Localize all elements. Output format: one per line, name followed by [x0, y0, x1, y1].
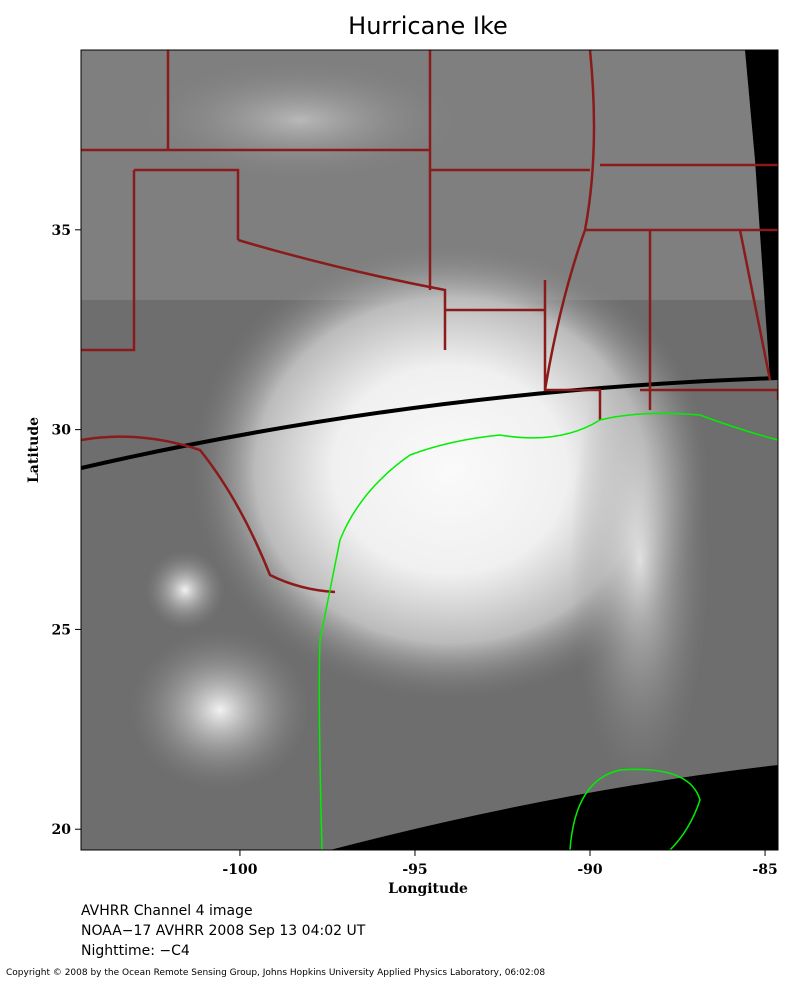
map-frame: [80, 49, 779, 851]
x-tick-label: -95: [402, 862, 427, 878]
x-tick-label: -85: [752, 862, 777, 878]
y-axis-label: Latitude: [26, 417, 42, 483]
caption-line: NOAA−17 AVHRR 2008 Sep 13 04:02 UT: [81, 923, 366, 939]
satellite-image: [81, 50, 778, 850]
y-tick-label: 35: [52, 223, 71, 239]
caption-line: AVHRR Channel 4 image: [81, 903, 253, 919]
y-tick-label: 20: [52, 822, 72, 838]
copyright: Copyright © 2008 by the Ocean Remote Sen…: [6, 968, 545, 978]
x-tick-label: -100: [222, 862, 257, 878]
y-tick-label: 25: [52, 622, 71, 638]
x-axis-label: Longitude: [388, 881, 468, 897]
caption-line: Nighttime: −C4: [81, 943, 190, 959]
title: Hurricane Ike: [348, 12, 508, 40]
caption: AVHRR Channel 4 image NOAA−17 AVHRR 2008 …: [81, 903, 366, 959]
y-tick-label: 30: [52, 423, 72, 439]
x-tick-label: -90: [577, 862, 603, 878]
